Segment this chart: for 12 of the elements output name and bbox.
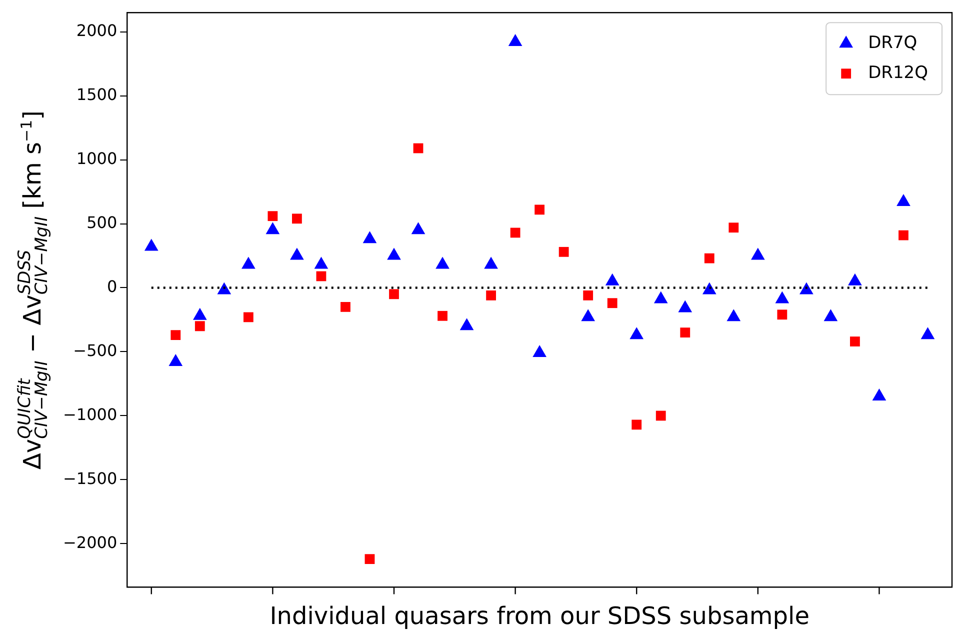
x-axis-title: Individual quasars from our SDSS subsample xyxy=(270,602,810,630)
y-tick-label: −500 xyxy=(73,340,118,360)
y-tick-label: 0 xyxy=(106,276,118,296)
y-tick-label: 1000 xyxy=(76,148,118,168)
y-tick-label: 1500 xyxy=(76,84,118,104)
y-tick-label: 2000 xyxy=(76,20,118,40)
y-tick-label: −2000 xyxy=(63,532,118,552)
legend-label: DR12Q xyxy=(868,63,928,84)
y-tick-label: 500 xyxy=(86,212,118,232)
y-tick-label: −1000 xyxy=(63,404,118,424)
y-tick-label: −1500 xyxy=(63,468,118,488)
legend-label: DR7Q xyxy=(868,33,918,54)
